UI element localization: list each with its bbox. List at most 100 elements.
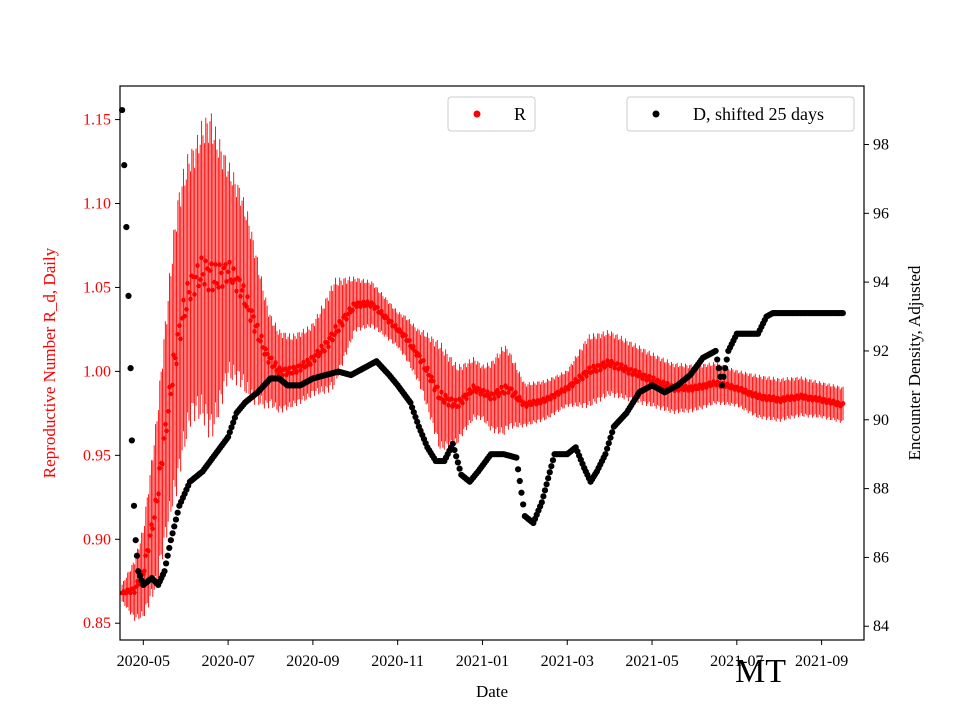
d-point: [518, 489, 525, 496]
left-tick-label: 1.10: [83, 196, 111, 213]
left-tick-label: 0.90: [83, 531, 111, 548]
x-tick-label: 2021-05: [625, 653, 678, 670]
right-tick-label: 94: [873, 274, 889, 291]
d-point: [407, 399, 414, 406]
d-point: [449, 440, 456, 447]
x-tick-label: 2020-09: [286, 653, 339, 670]
d-point: [410, 409, 417, 416]
d-point: [520, 501, 527, 508]
d-point: [174, 509, 181, 516]
d-point: [545, 475, 552, 482]
d-point: [605, 440, 612, 447]
d-point: [169, 530, 176, 537]
right-tick-label: 96: [873, 205, 889, 222]
left-tick-label: 0.95: [83, 447, 111, 464]
x-tick-label: 2021-07: [710, 653, 763, 670]
legend-d-marker: [652, 110, 660, 118]
left-axis: 0.85 0.90 0.95 1.00 1.05 1.10 1.15: [83, 112, 120, 632]
d-point: [133, 552, 141, 559]
d-point: [541, 487, 549, 494]
legend-r-box: [447, 96, 536, 132]
d-point: [514, 466, 522, 473]
d-point: [839, 310, 846, 317]
x-axis-title: Date: [476, 682, 508, 701]
d-point: [720, 373, 727, 380]
plot-frame: [119, 85, 865, 641]
d-point: [546, 469, 553, 476]
d-point: [172, 516, 180, 523]
d-point: [456, 465, 463, 472]
d-point: [128, 437, 135, 444]
legend-r-label: R: [514, 104, 526, 124]
x-tick-label: 2020-07: [201, 653, 254, 670]
x-tick-label: 2021-09: [795, 653, 848, 670]
right-axis: 84 86 88 90 92 94 96 98: [864, 136, 889, 635]
d-point: [123, 223, 130, 231]
d-point: [167, 537, 174, 544]
d-point: [414, 418, 421, 425]
series-r: [119, 113, 846, 621]
left-tick-label: 1.15: [83, 112, 111, 129]
d-point: [715, 365, 722, 372]
d-point: [451, 446, 458, 454]
d-point: [127, 365, 134, 372]
r-point: [840, 401, 846, 406]
left-tick-label: 0.85: [83, 615, 111, 632]
d-point: [513, 454, 520, 461]
d-point: [603, 445, 611, 452]
x-tick-label: 2020-05: [117, 653, 170, 670]
d-point: [538, 499, 545, 506]
d-point: [723, 356, 730, 363]
d-point: [718, 382, 726, 389]
d-point: [225, 433, 232, 441]
legend-d: D, shifted 25 days: [626, 96, 855, 132]
left-tick-label: 1.00: [83, 363, 111, 380]
d-point: [548, 463, 555, 470]
x-tick-label: 2020-11: [371, 653, 424, 670]
d-point: [121, 162, 128, 169]
d-point: [231, 414, 238, 421]
left-tick-label: 1.05: [83, 279, 111, 296]
d-point: [163, 560, 170, 567]
d-point: [714, 356, 721, 363]
d-point: [161, 568, 168, 575]
d-point: [609, 429, 616, 436]
right-tick-label: 98: [873, 136, 889, 153]
d-point: [132, 537, 139, 544]
plot-content: [119, 106, 846, 621]
d-point: [228, 424, 235, 431]
right-tick-label: 90: [873, 412, 889, 429]
right-tick-label: 88: [873, 481, 889, 498]
x-tick-label: 2021-03: [541, 653, 594, 670]
d-point: [453, 453, 460, 460]
d-point: [171, 523, 178, 530]
series-d: [119, 106, 846, 589]
d-point: [230, 419, 237, 426]
legend-r-marker: [473, 110, 481, 118]
d-point: [712, 347, 719, 355]
d-point: [226, 429, 233, 436]
d-point: [549, 457, 557, 464]
d-point: [516, 477, 523, 485]
right-axis-title: Encounter Density, Adjusted: [905, 265, 924, 460]
legend-d-label: D, shifted 25 days: [693, 104, 824, 124]
d-point: [602, 451, 609, 458]
d-point: [166, 544, 173, 552]
d-point: [722, 365, 729, 372]
legend-r: R: [447, 96, 536, 132]
left-axis-title: Reproductive Number R_d, Daily: [40, 247, 59, 478]
d-point: [164, 552, 171, 559]
x-tick-label: 2021-01: [456, 653, 509, 670]
d-point: [408, 404, 416, 411]
state-label: MT: [735, 653, 786, 690]
right-tick-label: 84: [873, 618, 889, 635]
d-point: [540, 493, 547, 500]
d-point: [130, 502, 138, 509]
d-point: [125, 292, 132, 300]
right-tick-label: 86: [873, 549, 889, 566]
d-point: [607, 434, 614, 441]
legend-d-box: [626, 96, 855, 132]
right-tick-label: 92: [873, 343, 889, 360]
d-point: [543, 481, 550, 488]
